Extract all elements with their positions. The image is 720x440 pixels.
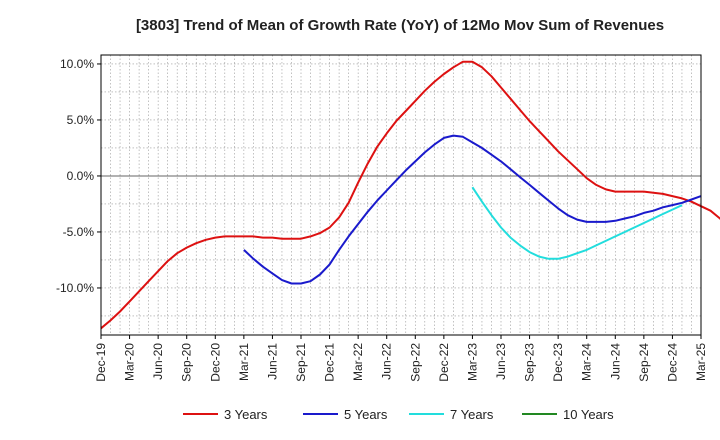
y-axis-ticks: 10.0% 5.0% 0.0% -5.0% -10.0% [56, 57, 101, 295]
y-tick-label: -5.0% [63, 225, 95, 239]
legend-item-3: 10 Years [522, 407, 614, 422]
x-tick-label: Mar-20 [123, 343, 137, 381]
grid [101, 55, 701, 335]
x-tick-label: Dec-20 [208, 343, 222, 382]
x-tick-label: Mar-23 [465, 343, 479, 381]
x-tick-label: Mar-21 [237, 343, 251, 381]
legend-label: 5 Years [344, 407, 388, 422]
x-tick-label: Mar-24 [580, 343, 594, 381]
series-line-0 [100, 60, 720, 330]
series-lines [100, 60, 720, 330]
y-tick-label: -10.0% [56, 281, 94, 295]
x-tick-label: Jun-22 [380, 343, 394, 380]
x-tick-label: Dec-24 [665, 343, 679, 382]
plot-area-frame [100, 54, 702, 336]
legend-label: 3 Years [224, 407, 268, 422]
legend-item-1: 5 Years [303, 407, 388, 422]
x-tick-label: Dec-19 [94, 343, 108, 382]
x-tick-label: Dec-23 [551, 343, 565, 382]
x-tick-label: Jun-23 [494, 343, 508, 380]
y-tick-label: 0.0% [67, 169, 95, 183]
x-axis-ticks: Dec-19 Mar-20 Jun-20 Sep-20 Dec-20 Mar-21 Jun-… [94, 335, 708, 382]
y-tick-label: 10.0% [60, 57, 94, 71]
x-tick-label: Mar-25 [694, 343, 708, 381]
x-tick-label: Mar-22 [351, 343, 365, 381]
x-tick-label: Sep-20 [180, 343, 194, 382]
x-tick-label: Sep-23 [523, 343, 537, 382]
chart-title: [3803] Trend of Mean of Growth Rate (YoY… [136, 17, 664, 34]
legend-item-0: 3 Years [183, 407, 268, 422]
x-tick-label: Jun-20 [151, 343, 165, 380]
legend-label: 10 Years [563, 407, 614, 422]
x-tick-label: Sep-21 [294, 343, 308, 382]
legend: 3 Years 5 Years 7 Years 10 Years [183, 407, 614, 422]
x-tick-label: Jun-21 [265, 343, 279, 380]
legend-label: 7 Years [450, 407, 494, 422]
x-tick-label: Sep-22 [408, 343, 422, 382]
x-tick-label: Dec-21 [323, 343, 337, 382]
legend-item-2: 7 Years [409, 407, 494, 422]
y-tick-label: 5.0% [67, 113, 95, 127]
x-tick-label: Dec-22 [437, 343, 451, 382]
x-tick-label: Sep-24 [637, 343, 651, 382]
series-line-2 [471, 186, 683, 260]
x-tick-label: Jun-24 [608, 343, 622, 380]
series-line-1 [243, 134, 702, 285]
